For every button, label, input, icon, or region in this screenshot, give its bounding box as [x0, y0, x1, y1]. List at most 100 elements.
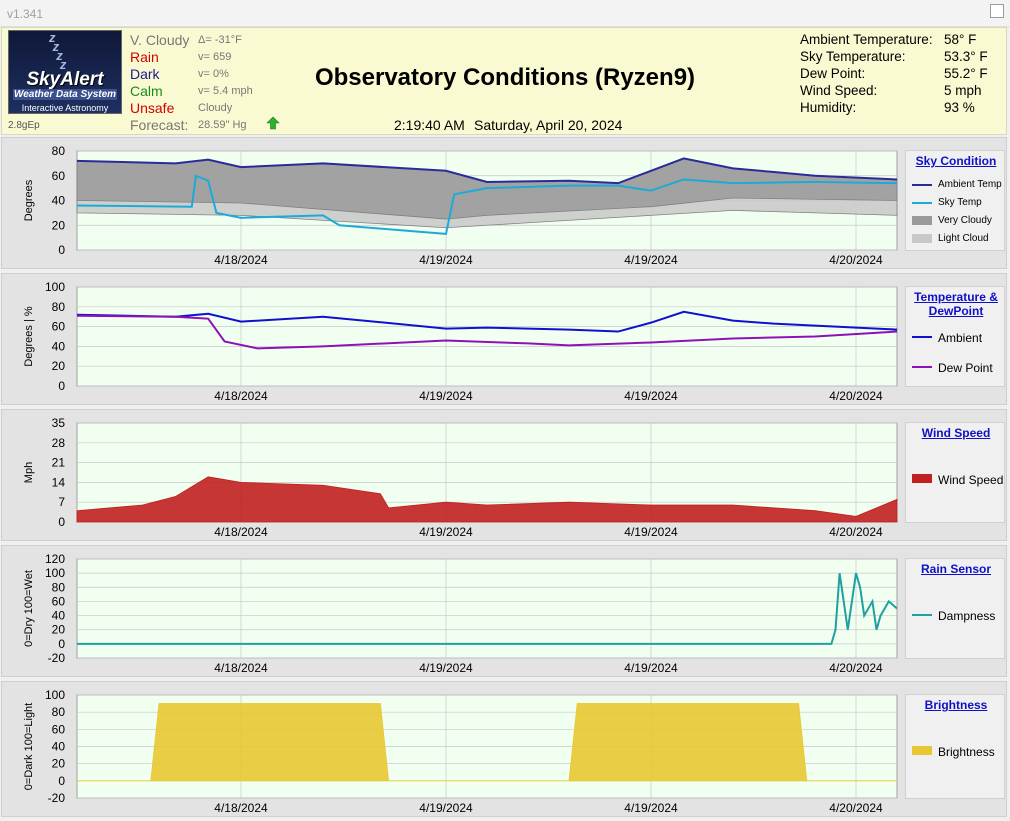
- forecast-label: Forecast:: [130, 117, 189, 133]
- zigzag-icon: z z z z: [49, 30, 67, 72]
- chart-legend: Brightness Brightness: [905, 694, 1005, 799]
- y-tick-label: 100: [45, 280, 65, 294]
- legend-entry: Dew Point: [938, 361, 993, 375]
- x-tick-label: 4/19/2024: [624, 389, 678, 403]
- x-tick-label: 4/19/2024: [419, 389, 473, 403]
- legend-entry: Ambient: [938, 331, 983, 345]
- series-line: [77, 572, 898, 645]
- series-area: [77, 703, 897, 782]
- title-bar: v1.341: [0, 0, 1010, 27]
- chart-legend: Rain Sensor Dampness: [905, 558, 1005, 659]
- x-tick-label: 4/19/2024: [419, 525, 473, 539]
- x-tick-label: 4/20/2024: [829, 801, 883, 815]
- legend-entry: Brightness: [938, 745, 995, 759]
- y-tick-label: 60: [52, 722, 66, 736]
- y-tick-label: -20: [48, 651, 66, 665]
- series-area: [76, 476, 898, 523]
- legend-title: Sky Condition: [915, 154, 997, 168]
- y-tick-label: 0: [58, 379, 65, 393]
- legend-swatch: [912, 202, 932, 204]
- y-tick-label: 60: [52, 320, 66, 334]
- clock-time: 2:19:40 AM: [394, 117, 465, 133]
- x-tick-label: 4/18/2024: [214, 253, 268, 267]
- legend-entry: Ambient Temp: [938, 179, 1002, 190]
- x-tick-label: 4/18/2024: [214, 389, 268, 403]
- legend-swatch: [912, 336, 932, 338]
- x-tick-label: 4/18/2024: [214, 661, 268, 675]
- legend-swatch: [912, 216, 932, 225]
- series-line: [76, 310, 898, 333]
- chart-legend: Wind Speed Wind Speed: [905, 422, 1005, 523]
- y-tick-label: 40: [52, 339, 66, 353]
- chart-panel: 0 20 40 60 80 4/18/2024 4/19/2024 4/19/2024 4/20…: [1, 137, 1007, 269]
- y-tick-label: 21: [52, 456, 66, 470]
- chart-panel: 0 7 14 21 28 35 4/18/2024 4/19/2024 4/19/2024 4/2…: [1, 409, 1007, 541]
- x-tick-label: 4/19/2024: [624, 801, 678, 815]
- legend-entry: Light Cloud: [938, 233, 989, 244]
- sky-status: V. Cloudy: [130, 32, 190, 48]
- y-tick-label: 80: [52, 705, 66, 719]
- header-panel: z z z z SkyAlert Weather Data System Int…: [1, 27, 1007, 135]
- y-tick-label: 40: [52, 194, 66, 208]
- y-tick-label: 80: [52, 580, 66, 594]
- x-tick-label: 4/19/2024: [419, 801, 473, 815]
- chart-svg: 0 20 40 60 80 100 4/18/2024 4/19/2024 4/19/2024 4…: [23, 280, 898, 403]
- y-axis-label: Degrees | %: [23, 306, 35, 367]
- x-tick-label: 4/20/2024: [829, 389, 883, 403]
- dark-status: Dark: [130, 66, 160, 82]
- sky-delta: Δ= -31°F: [198, 34, 242, 46]
- y-axis-label: Mph: [23, 462, 35, 483]
- reading-label: Ambient Temperature:: [800, 32, 933, 47]
- reading-value: 93 %: [944, 100, 975, 115]
- logo-tagline: Weather Data System: [13, 89, 117, 100]
- legend-swatch: [912, 184, 932, 186]
- clock-date: Saturday, April 20, 2024: [474, 117, 623, 133]
- legend-swatch: [912, 614, 932, 616]
- chart-svg: 0 7 14 21 28 35 4/18/2024 4/19/2024 4/19/2024 4/2…: [23, 416, 898, 539]
- y-tick-label: 20: [52, 359, 66, 373]
- maximize-button[interactable]: [990, 4, 1004, 18]
- y-tick-label: 60: [52, 594, 66, 608]
- y-tick-label: 60: [52, 169, 66, 183]
- safety-reason: Cloudy: [198, 102, 233, 114]
- y-tick-label: 20: [52, 757, 66, 771]
- y-tick-label: 100: [45, 566, 65, 580]
- chart-panel: -20 0 20 40 60 80 100 120 4/18/2024 4/19/2024 4/19…: [1, 545, 1007, 677]
- legend-title: Wind Speed: [921, 426, 991, 440]
- chart-svg: -20 0 20 40 60 80 100 4/18/2024 4/19/2024 4/19/20…: [23, 688, 898, 815]
- chart-panel: 0 20 40 60 80 100 4/18/2024 4/19/2024 4/19/2024 4…: [1, 273, 1007, 405]
- plot-area: [76, 558, 898, 659]
- legend-swatch: [912, 474, 932, 483]
- up-arrow-icon: [266, 116, 280, 130]
- y-tick-label: 0: [58, 774, 65, 788]
- x-tick-label: 4/20/2024: [829, 661, 883, 675]
- reading-label: Wind Speed:: [800, 83, 878, 98]
- y-axis-label: 0=Dry 100=Wet: [23, 570, 35, 647]
- reading-label: Dew Point:: [800, 66, 866, 81]
- y-tick-label: 20: [52, 623, 66, 637]
- legend-swatch: [912, 366, 932, 368]
- wind-status: Calm: [130, 83, 163, 99]
- rain-value: v= 659: [198, 51, 232, 63]
- x-tick-label: 4/18/2024: [214, 525, 268, 539]
- y-axis-label: 0=Dark 100=Light: [23, 703, 35, 790]
- y-axis-label: Degrees: [23, 179, 35, 221]
- y-tick-label: 120: [45, 552, 65, 566]
- legend-entry: Sky Temp: [938, 197, 982, 208]
- y-tick-label: 40: [52, 609, 66, 623]
- y-tick-label: 0: [58, 515, 65, 529]
- x-tick-label: 4/19/2024: [624, 661, 678, 675]
- legend-swatch: [912, 234, 932, 243]
- y-tick-label: -20: [48, 791, 66, 805]
- logo-brand: SkyAlert: [26, 69, 104, 90]
- x-tick-label: 4/19/2024: [624, 253, 678, 267]
- pressure-value: 28.59" Hg: [198, 119, 247, 131]
- chart-legend: Sky Condition Ambient Temp Sky Temp Very Cl…: [905, 150, 1005, 251]
- reading-label: Sky Temperature:: [800, 49, 906, 64]
- series-line: [76, 174, 898, 235]
- chart-svg: 0 20 40 60 80 4/18/2024 4/19/2024 4/19/2024 4/20…: [23, 144, 898, 267]
- safety-status: Unsafe: [130, 100, 175, 116]
- y-tick-label: 28: [52, 436, 66, 450]
- legend-entry: Wind Speed: [938, 473, 1004, 487]
